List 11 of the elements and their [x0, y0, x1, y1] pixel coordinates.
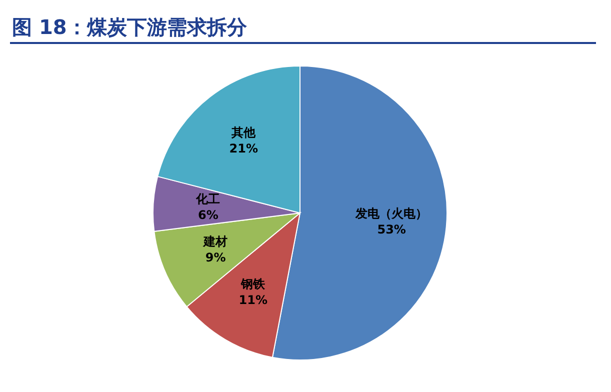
data-label: 6%: [198, 208, 218, 222]
data-label: 9%: [205, 250, 226, 265]
slice-label: 发电（火电）: [354, 206, 428, 221]
slice-label: 化工: [195, 192, 220, 206]
data-label: 11%: [238, 293, 268, 308]
data-label: 21%: [229, 141, 258, 156]
data-label: 53%: [377, 222, 406, 237]
slice-label: 其他: [230, 125, 257, 140]
slice-label: 钢铁: [240, 277, 266, 292]
chart-title: 图 18：煤炭下游需求拆分: [12, 15, 248, 39]
slice-label: 建材: [202, 234, 228, 249]
